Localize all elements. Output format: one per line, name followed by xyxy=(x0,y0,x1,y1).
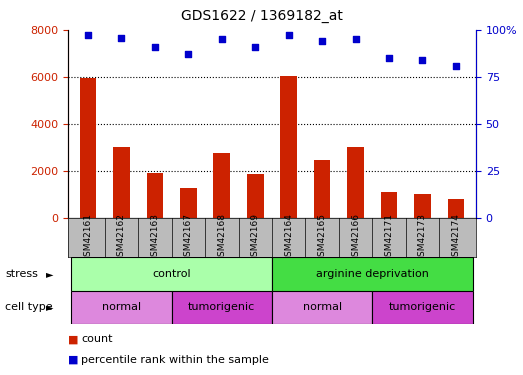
Text: tumorigenic: tumorigenic xyxy=(389,303,456,312)
Point xyxy=(318,38,326,44)
Point xyxy=(285,32,293,38)
Bar xyxy=(180,188,197,218)
Bar xyxy=(280,76,297,217)
Text: GSM42167: GSM42167 xyxy=(184,213,193,262)
Point xyxy=(117,34,126,40)
Point xyxy=(385,55,393,61)
Text: GSM42165: GSM42165 xyxy=(317,213,327,262)
Bar xyxy=(247,174,264,217)
Text: arginine deprivation: arginine deprivation xyxy=(316,269,429,279)
Text: GSM42171: GSM42171 xyxy=(384,213,393,262)
Text: GSM42166: GSM42166 xyxy=(351,213,360,262)
Text: GSM42174: GSM42174 xyxy=(451,213,460,262)
Bar xyxy=(272,257,473,291)
Text: tumorigenic: tumorigenic xyxy=(188,303,255,312)
Bar xyxy=(113,147,130,218)
Bar xyxy=(372,291,473,324)
Bar xyxy=(381,192,397,217)
Text: normal: normal xyxy=(102,303,141,312)
Point xyxy=(84,32,92,38)
Text: GSM42164: GSM42164 xyxy=(284,213,293,262)
Text: GSM42168: GSM42168 xyxy=(217,213,226,262)
Bar xyxy=(79,78,96,218)
Point xyxy=(251,44,259,50)
Text: normal: normal xyxy=(302,303,342,312)
Bar xyxy=(172,291,272,324)
Text: percentile rank within the sample: percentile rank within the sample xyxy=(81,355,269,365)
Bar xyxy=(71,257,272,291)
Bar xyxy=(347,147,364,218)
Text: ■: ■ xyxy=(68,355,78,365)
Text: GSM42173: GSM42173 xyxy=(418,213,427,262)
Bar xyxy=(414,194,431,217)
Bar xyxy=(272,291,372,324)
Text: count: count xyxy=(81,334,112,344)
Bar xyxy=(71,291,172,324)
Text: control: control xyxy=(152,269,191,279)
Point xyxy=(218,36,226,42)
Point xyxy=(151,44,159,50)
Text: stress: stress xyxy=(5,269,38,279)
Text: ■: ■ xyxy=(68,334,78,344)
Bar xyxy=(146,173,163,217)
Text: GSM42163: GSM42163 xyxy=(151,213,160,262)
Point xyxy=(418,57,427,63)
Bar xyxy=(213,153,230,218)
Point xyxy=(184,51,192,57)
Text: GDS1622 / 1369182_at: GDS1622 / 1369182_at xyxy=(180,9,343,23)
Text: GSM42169: GSM42169 xyxy=(251,213,260,262)
Bar xyxy=(448,199,464,217)
Text: GSM42161: GSM42161 xyxy=(84,213,93,262)
Text: GSM42162: GSM42162 xyxy=(117,213,126,262)
Text: ►: ► xyxy=(46,269,53,279)
Text: cell type: cell type xyxy=(5,303,53,312)
Bar xyxy=(314,160,331,218)
Text: ►: ► xyxy=(46,303,53,312)
Point xyxy=(452,63,460,69)
Point xyxy=(351,36,360,42)
